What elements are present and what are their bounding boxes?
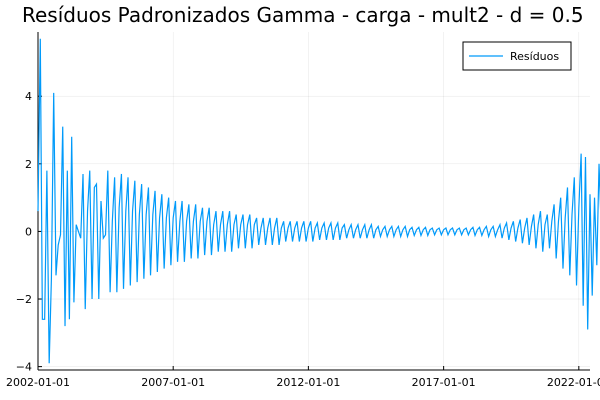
- y-tick-label: −4: [16, 361, 32, 374]
- x-tick-label: 2007-01-01: [141, 376, 205, 389]
- x-tick-label: 2002-01-01: [6, 376, 70, 389]
- x-axis-ticks: 2002-01-01 2007-01-01 2012-01-01 2017-01-01…: [6, 366, 600, 389]
- x-tick-label: 2017-01-01: [412, 376, 476, 389]
- y-tick-label: −2: [16, 293, 32, 306]
- x-tick-label: 2022-01-01: [547, 376, 600, 389]
- y-tick-label: 0: [25, 225, 32, 238]
- legend-label: Resíduos: [510, 50, 559, 63]
- y-tick-label: 4: [25, 90, 32, 103]
- series-line-residuos: [37, 38, 600, 364]
- x-tick-label: 2012-01-01: [276, 376, 340, 389]
- y-tick-label: 2: [25, 158, 32, 171]
- chart-title: Resíduos Padronizados Gamma - carga - mu…: [22, 3, 584, 27]
- legend: Resíduos: [462, 41, 572, 71]
- axes: [37, 32, 590, 371]
- grid: [37, 32, 590, 370]
